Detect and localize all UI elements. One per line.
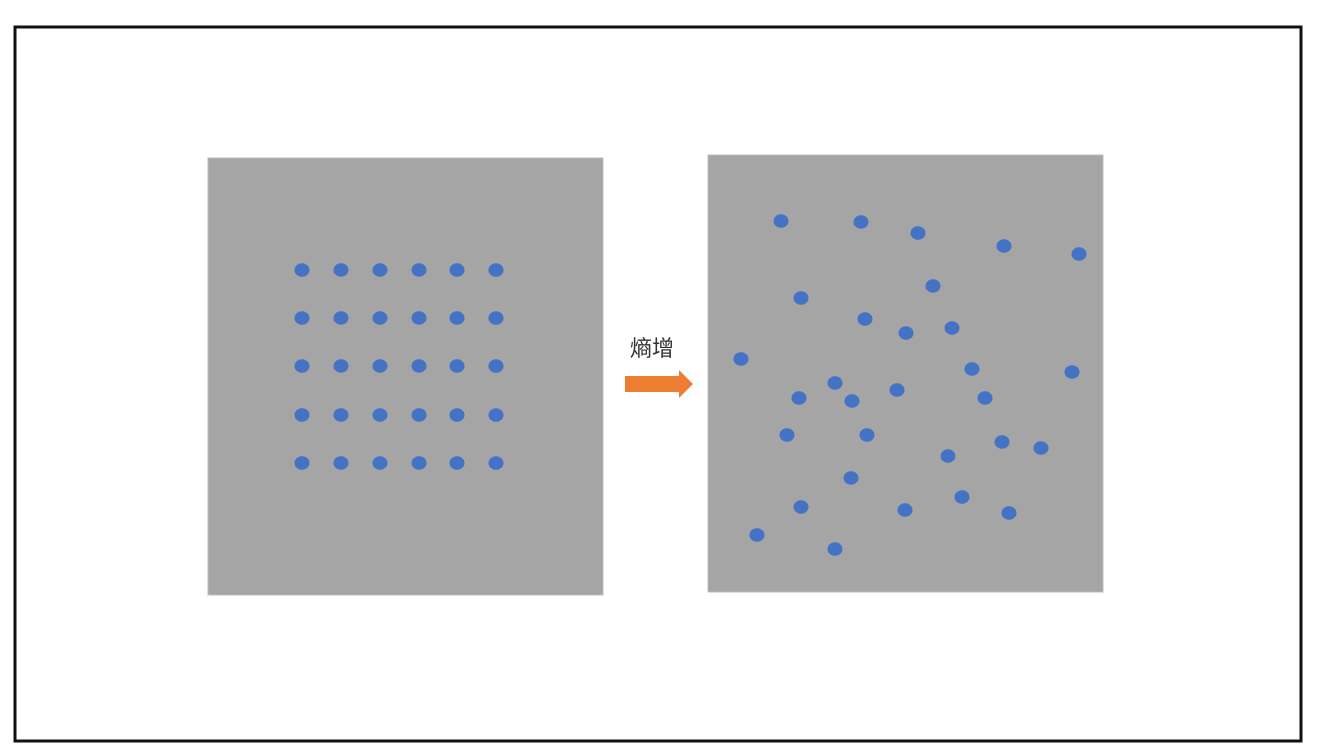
dot bbox=[294, 456, 310, 470]
ordered-dots bbox=[294, 263, 504, 470]
dot bbox=[773, 214, 789, 228]
dot bbox=[372, 359, 388, 373]
dot bbox=[449, 408, 465, 422]
dot bbox=[844, 394, 860, 408]
dot bbox=[857, 312, 873, 326]
dot bbox=[294, 263, 310, 277]
dot bbox=[1001, 506, 1017, 520]
dot bbox=[940, 449, 956, 463]
dot bbox=[925, 279, 941, 293]
dot bbox=[294, 311, 310, 325]
arrow bbox=[625, 370, 693, 398]
dot bbox=[449, 359, 465, 373]
dot bbox=[488, 359, 504, 373]
dot bbox=[827, 542, 843, 556]
dot bbox=[793, 500, 809, 514]
dot bbox=[889, 383, 905, 397]
disordered-box bbox=[707, 154, 1104, 593]
dot bbox=[954, 490, 970, 504]
dot bbox=[449, 263, 465, 277]
dot bbox=[853, 215, 869, 229]
dot bbox=[333, 408, 349, 422]
dot bbox=[793, 291, 809, 305]
dot bbox=[944, 321, 960, 335]
dot bbox=[1033, 441, 1049, 455]
dot bbox=[898, 326, 914, 340]
dot bbox=[733, 352, 749, 366]
dot bbox=[294, 408, 310, 422]
dot bbox=[372, 263, 388, 277]
dot bbox=[488, 311, 504, 325]
dot bbox=[994, 435, 1010, 449]
dot bbox=[779, 428, 795, 442]
dot bbox=[488, 456, 504, 470]
dot bbox=[1071, 247, 1087, 261]
arrow-label: 熵增 bbox=[630, 337, 674, 362]
dot bbox=[827, 376, 843, 390]
dot bbox=[333, 311, 349, 325]
dot bbox=[910, 226, 926, 240]
dot bbox=[1064, 365, 1080, 379]
dot bbox=[333, 263, 349, 277]
dot bbox=[749, 528, 765, 542]
dot bbox=[843, 471, 859, 485]
dot bbox=[897, 503, 913, 517]
dot bbox=[411, 311, 427, 325]
dot bbox=[791, 391, 807, 405]
dot bbox=[333, 359, 349, 373]
dot bbox=[964, 362, 980, 376]
dot bbox=[977, 391, 993, 405]
dot bbox=[411, 359, 427, 373]
dot bbox=[449, 311, 465, 325]
dot bbox=[996, 239, 1012, 253]
dot bbox=[488, 263, 504, 277]
dot bbox=[488, 408, 504, 422]
dot bbox=[411, 408, 427, 422]
dot bbox=[859, 428, 875, 442]
dot bbox=[411, 456, 427, 470]
dot bbox=[411, 263, 427, 277]
ordered-box bbox=[207, 157, 604, 596]
dot bbox=[372, 408, 388, 422]
dot bbox=[372, 311, 388, 325]
dot bbox=[372, 456, 388, 470]
dot bbox=[449, 456, 465, 470]
dot bbox=[333, 456, 349, 470]
dot bbox=[294, 359, 310, 373]
disordered-dots bbox=[733, 214, 1087, 556]
